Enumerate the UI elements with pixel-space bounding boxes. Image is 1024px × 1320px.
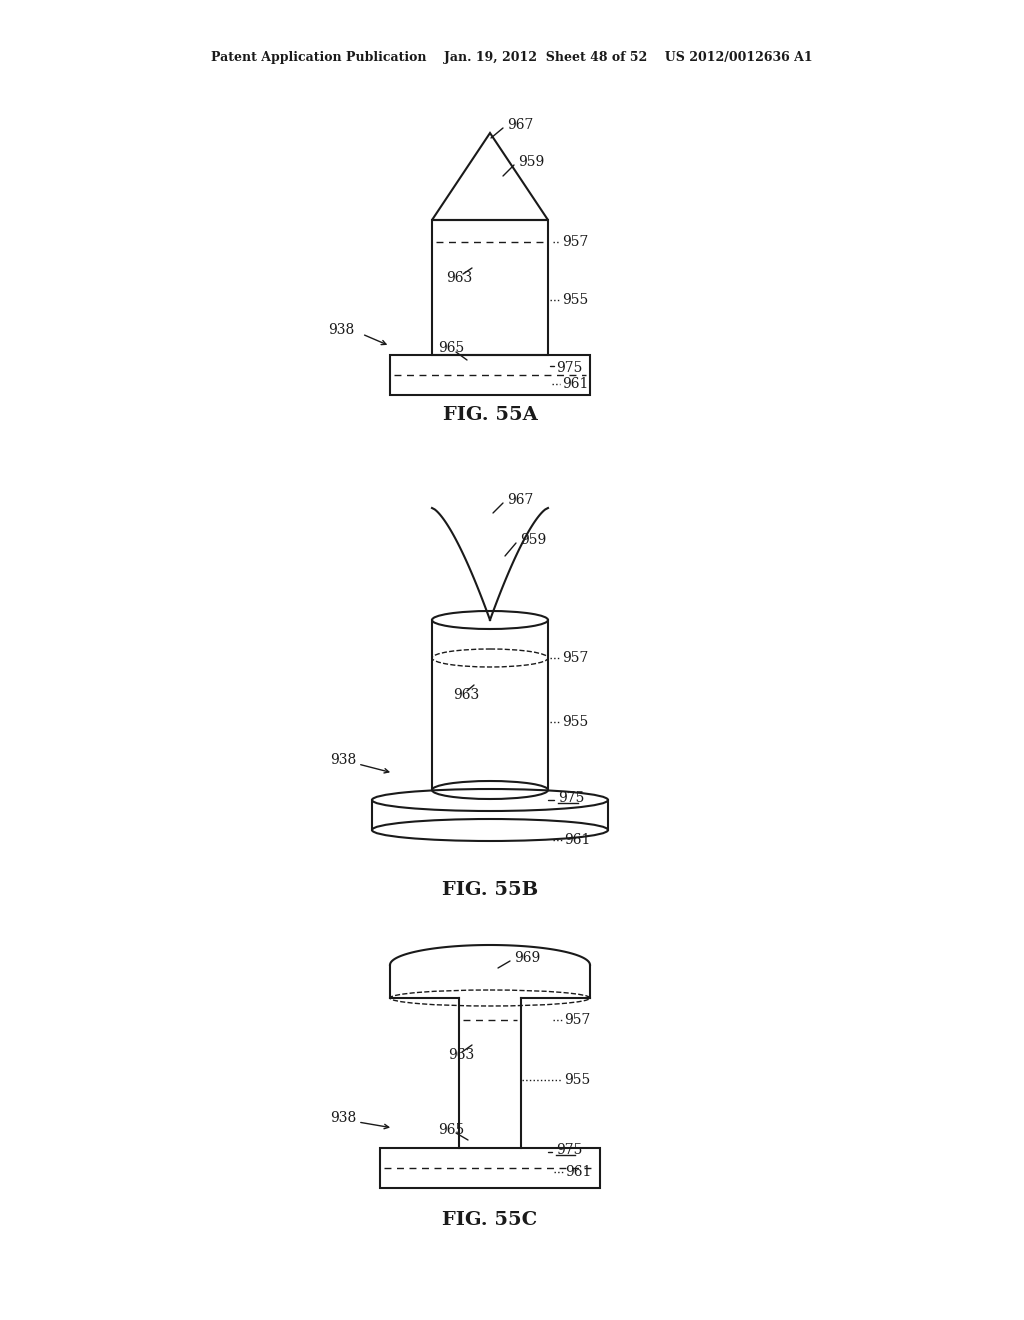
Text: 957: 957 bbox=[562, 651, 589, 665]
Text: FIG. 55B: FIG. 55B bbox=[442, 880, 539, 899]
Bar bbox=[390, 355, 590, 395]
Text: 961: 961 bbox=[562, 378, 589, 391]
Text: FIG. 55C: FIG. 55C bbox=[442, 1210, 538, 1229]
Text: 957: 957 bbox=[562, 235, 589, 249]
Text: 955: 955 bbox=[562, 715, 588, 729]
Text: 963: 963 bbox=[446, 271, 472, 285]
Text: 957: 957 bbox=[564, 1012, 591, 1027]
Text: 975: 975 bbox=[556, 360, 583, 375]
Text: 961: 961 bbox=[565, 1166, 592, 1179]
Text: 938: 938 bbox=[328, 323, 354, 337]
Text: 955: 955 bbox=[562, 293, 588, 308]
Text: FIG. 55A: FIG. 55A bbox=[442, 407, 538, 424]
Text: 959: 959 bbox=[518, 154, 544, 169]
Text: 975: 975 bbox=[558, 791, 585, 805]
Bar bbox=[432, 220, 548, 355]
Text: 938: 938 bbox=[330, 1111, 356, 1125]
Text: 975: 975 bbox=[556, 1143, 583, 1158]
Text: 961: 961 bbox=[564, 833, 591, 847]
Text: Patent Application Publication    Jan. 19, 2012  Sheet 48 of 52    US 2012/00126: Patent Application Publication Jan. 19, … bbox=[211, 51, 813, 65]
Text: 955: 955 bbox=[564, 1073, 590, 1086]
Bar bbox=[380, 1148, 600, 1188]
Text: 959: 959 bbox=[520, 533, 546, 546]
Text: 965: 965 bbox=[438, 1123, 464, 1137]
Text: 963: 963 bbox=[453, 688, 479, 702]
Text: 965: 965 bbox=[438, 341, 464, 355]
Text: 938: 938 bbox=[330, 752, 356, 767]
Text: 969: 969 bbox=[514, 950, 541, 965]
Text: 963: 963 bbox=[449, 1048, 474, 1063]
Text: 967: 967 bbox=[507, 117, 534, 132]
Text: 967: 967 bbox=[507, 492, 534, 507]
